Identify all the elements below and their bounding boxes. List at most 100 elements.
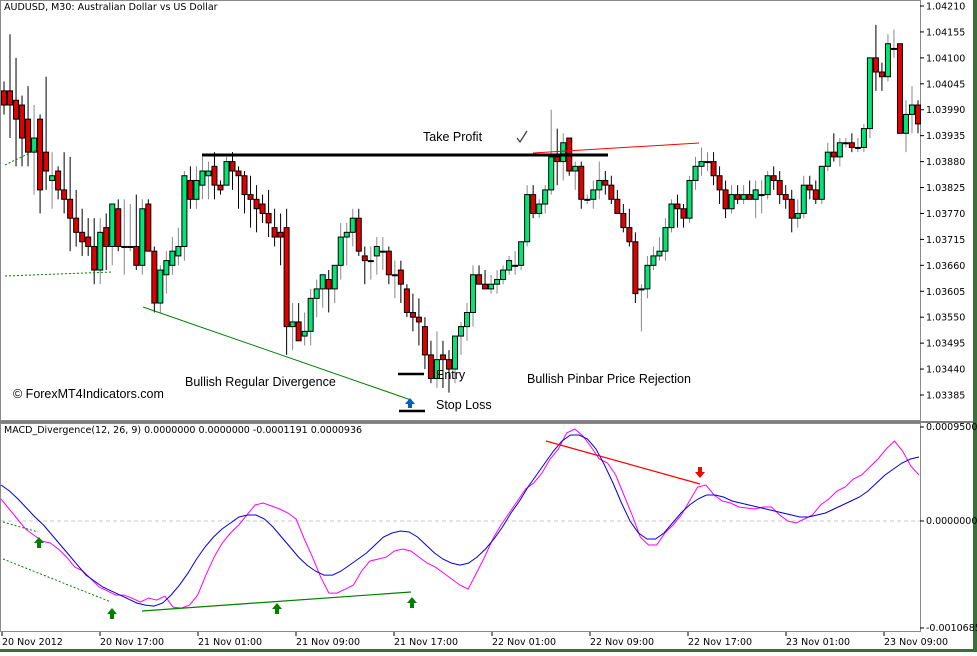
candle bbox=[908, 104, 915, 115]
candle bbox=[259, 203, 266, 214]
macd-line bbox=[0, 428, 920, 609]
candle bbox=[596, 179, 603, 191]
price-tick-label: 1.03550 bbox=[926, 313, 965, 324]
down-arrow-icon bbox=[695, 467, 705, 478]
candle bbox=[163, 260, 170, 276]
watermark: © ForexMT4Indicators.com bbox=[13, 387, 164, 401]
time-tick-label: 23 Nov 01:00 bbox=[786, 637, 850, 648]
candle bbox=[187, 179, 194, 200]
candle bbox=[854, 146, 861, 149]
candle bbox=[560, 142, 567, 163]
stop-loss-label: Stop Loss bbox=[436, 398, 492, 412]
candle bbox=[476, 274, 483, 285]
candle bbox=[343, 231, 350, 238]
candle bbox=[139, 208, 146, 266]
candle bbox=[896, 43, 903, 134]
candle bbox=[830, 151, 837, 158]
time-tick-label: 22 Nov 17:00 bbox=[688, 637, 752, 648]
candle bbox=[253, 198, 260, 210]
candle bbox=[73, 217, 80, 233]
candle bbox=[578, 165, 585, 200]
candle bbox=[205, 170, 212, 177]
candle bbox=[355, 217, 362, 252]
macd-series bbox=[0, 428, 920, 609]
candle bbox=[247, 194, 254, 200]
candle bbox=[229, 161, 236, 172]
candle bbox=[103, 227, 110, 247]
candle bbox=[379, 250, 386, 253]
candle bbox=[806, 184, 813, 191]
candle bbox=[175, 245, 182, 257]
price-tick-label: 1.03880 bbox=[926, 157, 965, 168]
price-tick-label: 1.03770 bbox=[926, 209, 965, 220]
entry-label: Entry bbox=[436, 368, 466, 382]
candle bbox=[458, 326, 464, 337]
price-tick-label: 1.04100 bbox=[926, 53, 965, 64]
candle bbox=[848, 142, 855, 148]
candle bbox=[235, 170, 242, 177]
up-arrow-icon bbox=[407, 597, 417, 608]
candle bbox=[650, 255, 657, 266]
candle bbox=[373, 245, 380, 257]
time-tick-label: 23 Nov 09:00 bbox=[884, 637, 948, 648]
candle bbox=[427, 354, 434, 379]
macd-panel-border bbox=[0, 423, 921, 632]
candle bbox=[361, 255, 368, 262]
price-axis: 1.04210 1.04155 1.04100 1.04045 1.03990 1.039… bbox=[920, 2, 965, 402]
candle bbox=[301, 330, 308, 337]
candle bbox=[698, 161, 705, 167]
candle bbox=[638, 288, 645, 291]
candle bbox=[632, 241, 639, 295]
candle bbox=[307, 297, 314, 332]
candle bbox=[530, 194, 537, 214]
candle bbox=[890, 47, 897, 50]
time-tick-label: 20 Nov 17:00 bbox=[100, 637, 164, 648]
candle bbox=[740, 194, 747, 200]
candle bbox=[794, 212, 801, 219]
candle bbox=[518, 241, 525, 266]
candle bbox=[548, 156, 555, 191]
candle bbox=[872, 57, 879, 73]
price-tick-label: 1.03715 bbox=[926, 235, 965, 246]
chart-title: AUDUSD, M30: Australian Dollar vs US Dol… bbox=[4, 2, 218, 13]
candle bbox=[836, 142, 843, 158]
candle bbox=[812, 189, 819, 200]
bullish-divergence-price-line bbox=[142, 306, 412, 401]
candle bbox=[397, 269, 404, 285]
candle bbox=[776, 179, 783, 196]
candle bbox=[145, 203, 152, 252]
candle bbox=[97, 231, 104, 271]
price-tick-label: 1.03825 bbox=[926, 183, 965, 194]
candle bbox=[536, 203, 543, 214]
candle bbox=[770, 175, 777, 181]
candle bbox=[25, 118, 32, 153]
candle bbox=[433, 359, 440, 379]
macd-tick-label: -0.0010685 bbox=[926, 623, 977, 634]
candle bbox=[614, 198, 621, 214]
candle bbox=[349, 217, 356, 233]
candle bbox=[704, 161, 711, 164]
candle bbox=[37, 118, 44, 191]
candle bbox=[451, 335, 458, 370]
candle bbox=[464, 311, 471, 328]
candle bbox=[265, 212, 272, 224]
candle bbox=[470, 274, 477, 313]
bullish-pinbar-label: Bullish Pinbar Price Rejection bbox=[527, 372, 691, 386]
candle bbox=[85, 236, 92, 247]
candle bbox=[295, 321, 302, 342]
candle bbox=[800, 184, 807, 214]
candle bbox=[157, 269, 164, 304]
window-right-edge bbox=[973, 0, 977, 652]
price-tick-label: 1.03935 bbox=[926, 131, 965, 142]
candle bbox=[668, 203, 675, 229]
candle bbox=[391, 274, 398, 277]
signal-line bbox=[0, 434, 920, 607]
candle bbox=[656, 250, 663, 257]
candle bbox=[43, 151, 50, 172]
price-tick-label: 1.04155 bbox=[926, 27, 965, 38]
candle bbox=[325, 278, 332, 290]
candle bbox=[169, 250, 176, 266]
candle bbox=[758, 194, 765, 197]
